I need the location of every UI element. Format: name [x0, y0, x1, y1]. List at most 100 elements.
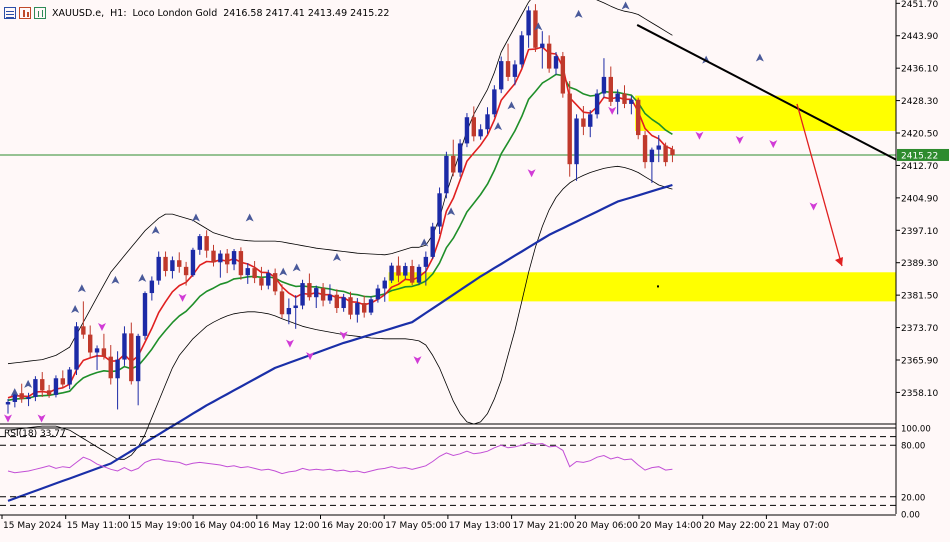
- candle-body: [416, 266, 422, 283]
- bars-icon[interactable]: [34, 7, 46, 19]
- candle-body: [101, 348, 107, 357]
- candle-body: [252, 268, 257, 279]
- candle-body: [464, 117, 470, 144]
- candle-body: [238, 251, 244, 276]
- rsi-tick-label: 20.00: [901, 493, 925, 503]
- projection-arrowhead: [835, 257, 843, 267]
- y-tick-label: 2373.70: [901, 324, 938, 334]
- fractal-up-marker: [621, 1, 630, 10]
- candle-body: [560, 56, 566, 94]
- candle-body: [129, 333, 134, 382]
- y-tick-label: 2412.70: [901, 162, 938, 172]
- x-tick-label: 17 May 05:00: [385, 521, 447, 531]
- support-resistance-zones: [0, 95, 896, 302]
- x-tick-label: 17 May 13:00: [449, 521, 511, 531]
- candle-body: [67, 369, 72, 385]
- fractal-down-marker: [178, 293, 187, 302]
- fractal-up-marker: [420, 238, 429, 247]
- candle-body: [451, 155, 456, 173]
- fractal-down-marker: [413, 356, 422, 365]
- fractal-up-marker: [447, 207, 456, 216]
- candle-body: [423, 256, 429, 267]
- candle-body: [149, 280, 155, 294]
- candle-body: [5, 401, 11, 405]
- x-tick-label: 15 May 2024: [3, 521, 62, 531]
- candle-body: [505, 61, 511, 77]
- candle-body: [307, 283, 312, 298]
- fractal-up-marker: [191, 213, 200, 222]
- drawings[interactable]: [636, 24, 897, 267]
- x-tick-label: 15 May 19:00: [130, 521, 192, 531]
- candle-body: [594, 93, 600, 115]
- candle-body: [430, 226, 435, 257]
- x-tick-label: 16 May 04:00: [194, 521, 256, 531]
- candle-body: [81, 326, 86, 335]
- fractal-up-marker: [24, 379, 33, 388]
- candle-body: [546, 43, 552, 69]
- projection-arrow: [796, 103, 843, 267]
- axes: 2451.70 2443.90 2436.10 2428.30 2420.50 2412.…: [0, 0, 949, 531]
- candle-body: [622, 93, 627, 104]
- fractal-down-marker: [527, 169, 536, 178]
- y-tick-label: 2404.90: [901, 194, 938, 204]
- x-tick-label: 15 May 11:00: [67, 521, 129, 531]
- fractal-up-marker: [111, 275, 120, 284]
- candle-body: [211, 250, 216, 263]
- fractal-down-marker: [285, 339, 294, 348]
- fractal-down-marker: [306, 352, 315, 361]
- candle-body: [225, 253, 230, 265]
- candle-body: [362, 303, 367, 313]
- candle-body: [293, 305, 298, 309]
- candle-body: [142, 293, 148, 336]
- candle-body: [33, 379, 38, 397]
- y-tick-label: 2451.70: [901, 0, 938, 10]
- fractal-up-marker: [534, 22, 543, 31]
- fractal-up-marker: [77, 284, 86, 293]
- candle-body: [478, 129, 483, 137]
- candle-body: [170, 260, 175, 272]
- rsi-label: RSI(18) 33.77: [4, 429, 66, 439]
- y-tick-label: 2389.30: [901, 259, 938, 269]
- candle-body: [574, 118, 579, 165]
- candle-body: [183, 266, 189, 276]
- y-tick-label: 2365.90: [901, 356, 938, 366]
- fractal-down-marker: [695, 131, 704, 140]
- candle-body: [588, 114, 593, 127]
- candle-body: [40, 379, 45, 391]
- candle-body: [642, 135, 648, 163]
- candle-body: [396, 265, 401, 276]
- menu-icon[interactable]: [4, 7, 16, 19]
- candle-body: [334, 294, 339, 309]
- description-label: Loco London Gold: [132, 7, 218, 19]
- candle-body: [348, 297, 353, 315]
- rsi-panel: 100.00 80.00 20.00 0.00: [0, 425, 931, 521]
- candle-body: [12, 393, 18, 402]
- candle-body: [163, 256, 168, 272]
- candle-body: [581, 118, 586, 127]
- candle-body: [190, 249, 196, 276]
- current-price-badge: [897, 148, 949, 161]
- fractal-down-marker: [4, 414, 12, 423]
- candle-body: [231, 251, 237, 265]
- candle-body: [615, 93, 620, 102]
- candle-body: [341, 297, 346, 309]
- x-tick-label: 16 May 12:00: [258, 521, 320, 531]
- candle-body: [197, 236, 202, 250]
- candle-body: [403, 266, 408, 276]
- y-tick-label: 2436.10: [901, 65, 938, 75]
- y-tick-label: 2420.50: [901, 130, 938, 140]
- fractal-down-marker: [809, 202, 818, 211]
- candle-body: [485, 114, 490, 130]
- fractal-up-marker: [71, 305, 80, 313]
- rsi-tick-label: 0.00: [901, 511, 920, 521]
- candles-icon[interactable]: [19, 7, 31, 19]
- fractal-down-marker: [339, 331, 348, 340]
- candle-body: [512, 64, 518, 77]
- price-zone: [388, 272, 896, 302]
- fractal-up-marker: [292, 263, 301, 272]
- y-tick-label: 2381.50: [901, 292, 938, 302]
- candle-body: [94, 348, 100, 353]
